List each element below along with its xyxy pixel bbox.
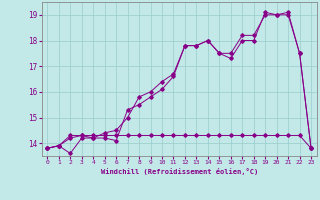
X-axis label: Windchill (Refroidissement éolien,°C): Windchill (Refroidissement éolien,°C) [100, 168, 258, 175]
